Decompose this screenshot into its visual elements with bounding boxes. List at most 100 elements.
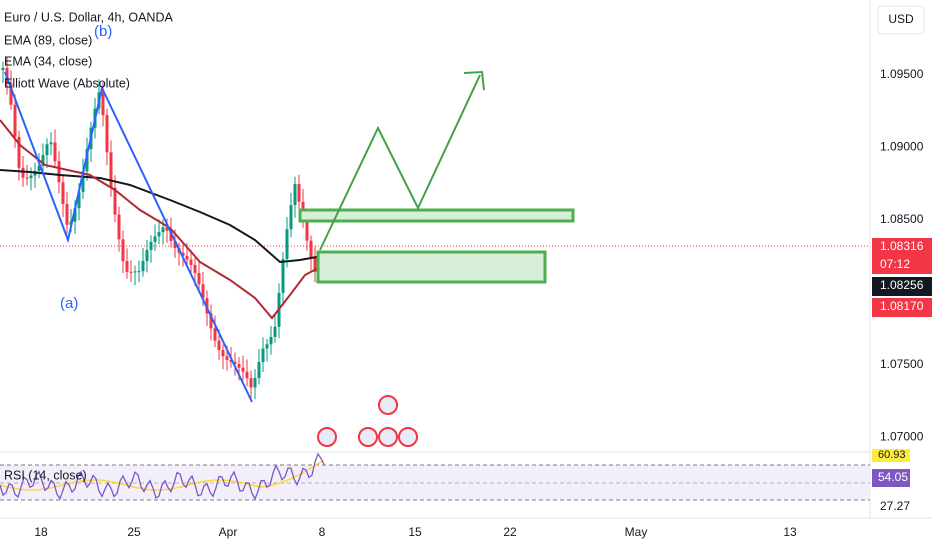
candle-body [293,184,297,206]
candle-body [161,227,165,233]
candle-body [133,271,137,273]
rsi-title: RSI (14, close) [4,468,87,482]
candle-body [81,171,85,192]
candle-body [309,240,313,258]
time-tick-label: May [625,525,648,539]
ema89-line [0,169,323,264]
countdown-label: 07:12 [880,257,910,271]
price-tick-label: 1.09000 [880,140,924,154]
countdown-badge [872,257,932,274]
candle-body [153,236,157,242]
candle-body [229,359,233,362]
candle-body [1,67,5,70]
candle-body [21,167,25,178]
legend-ema34: EMA (34, close) [4,54,92,68]
candle-body [225,356,229,360]
time-tick-label: 8 [319,525,326,539]
rsi-value-label: 54.05 [878,470,908,484]
time-tick-label: 18 [34,525,48,539]
candle-body [145,249,149,262]
candle-body [237,364,241,368]
candle-body [165,227,169,231]
event-icons [317,395,418,447]
arrow-head [463,70,485,91]
candle-body [221,349,225,357]
rsi-lower-label: 27.27 [880,499,910,513]
candle-body [45,144,49,156]
candle-body [117,214,121,240]
candle-body [257,362,261,379]
ema2-label: 1.08170 [880,299,924,313]
candle-body [189,259,193,265]
candle-body [13,104,17,137]
candle-body [41,155,45,166]
candle-body [105,115,109,153]
candle-body [249,378,253,388]
candle-body [265,344,269,349]
legend-symbol: Euro / U.S. Dollar, 4h, OANDA [4,10,173,24]
candle-body [269,336,273,345]
price-tick-label: 1.09500 [880,67,924,81]
candle-body [25,177,29,179]
time-tick-label: Apr [219,525,238,539]
candle-body [185,256,189,260]
price-tick-label: 1.08500 [880,212,924,226]
candle-body [65,203,69,225]
rsi-plot [0,452,325,501]
candle-body [245,371,249,379]
legend-ema89: EMA (89, close) [4,33,92,47]
candle-body [157,232,161,237]
candle-body [17,136,21,168]
candle-body [141,261,145,272]
time-tick-label: 13 [783,525,797,539]
price-tick-label: 1.07500 [880,357,924,371]
ema-badge [872,277,932,296]
candle-body [173,240,177,249]
candle-body [61,182,65,204]
candle-body [213,328,217,341]
zone-lower [316,250,547,284]
candle-body [77,191,81,209]
currency-label[interactable]: USD [888,12,914,26]
candle-body [137,271,141,273]
ema-label: 1.08256 [880,278,924,292]
legend-elliott: Elliott Wave (Absolute) [4,76,130,90]
wave-label-b: (b) [94,23,112,40]
last-price-badge [872,238,932,257]
candle-body [121,239,125,262]
rsi-line [0,452,325,501]
candle-body [209,313,213,329]
candle-body [149,241,153,250]
candle-body [169,230,173,241]
candle-body [313,257,317,272]
candle-body [289,205,293,230]
candle-body [273,326,277,337]
candle-body [201,284,205,299]
candle-body [125,261,129,272]
rsi-upper-label: 60.93 [878,449,906,461]
candle-body [29,175,33,179]
candle-body [193,264,197,274]
candle-body [53,142,57,162]
candle-body [253,378,257,388]
candle-body [285,229,289,259]
candle-body [109,152,113,188]
candle-body [57,161,61,183]
candle-body [281,258,285,293]
projection-arrow [319,74,481,251]
candle-body [181,252,185,257]
elliott-wave [4,71,253,403]
candle-body [85,149,89,172]
candle-body [49,142,53,145]
ema34-line [0,119,323,320]
candle-body [129,271,133,273]
currency-button[interactable] [877,5,925,35]
candle-body [305,221,309,241]
time-tick-label: 15 [408,525,422,539]
candle-body [217,340,221,350]
price-tick-label: 1.07000 [880,430,924,444]
candle-body [233,361,237,365]
candle-body [241,367,245,372]
time-tick-label: 22 [503,525,517,539]
